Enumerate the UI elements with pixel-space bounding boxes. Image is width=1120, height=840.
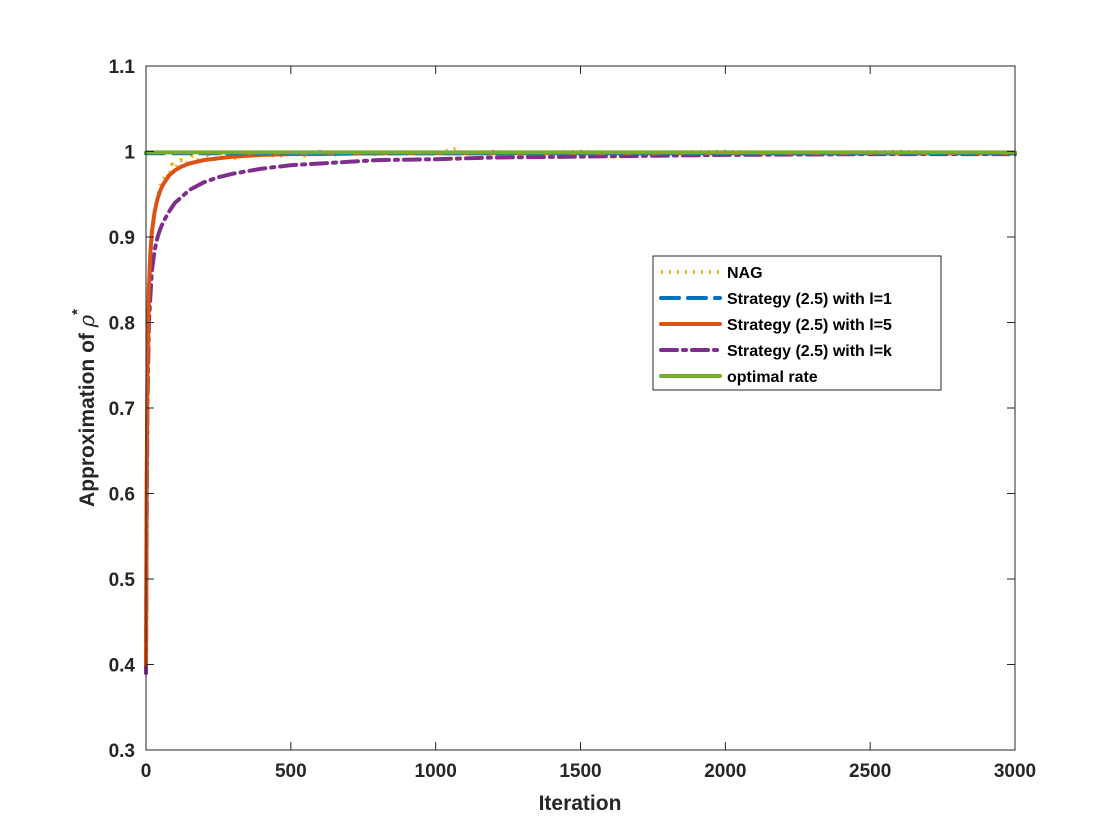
- y-tick-label: 0.5: [109, 570, 136, 591]
- ticks-layer: 0 500 1000 1500 2000 2500 3000 0.3 0.4 0.5 0.6 0.7 0…: [109, 57, 1037, 782]
- x-tick-label: 2000: [704, 761, 746, 782]
- x-tick-label: 0: [141, 761, 152, 782]
- y-tick-label: 0.8: [109, 314, 135, 335]
- y-tick-label: 0.9: [109, 228, 135, 249]
- y-tick-label: 1: [124, 143, 135, 164]
- y-tick-label: 0.7: [109, 399, 135, 420]
- y-tick-label: 1.1: [109, 57, 136, 78]
- legend-label: optimal rate: [727, 369, 818, 386]
- x-tick-label: 2500: [849, 761, 891, 782]
- y-axis-label-text: Approximation of: [76, 327, 99, 507]
- legend: NAG Strategy (2.5) with l=1 Strategy (2.5)…: [652, 255, 942, 391]
- legend-label: NAG: [727, 265, 763, 282]
- legend-label: Strategy (2.5) with l=k: [727, 343, 892, 360]
- y-axis-label-superscript: *: [69, 309, 86, 315]
- y-tick-label: 0.4: [109, 656, 136, 677]
- x-tick-label: 1000: [415, 761, 457, 782]
- legend-label: Strategy (2.5) with l=1: [727, 291, 892, 308]
- plot-area: [144, 65, 1017, 751]
- series-line-3: [144, 152, 1017, 675]
- x-tick-label: 1500: [559, 761, 601, 782]
- series-layer: [144, 146, 1017, 675]
- x-axis-label: Iteration: [539, 792, 622, 815]
- y-axis-label: Approximation of ρ*: [69, 309, 99, 507]
- y-tick-label: 0.3: [109, 741, 135, 762]
- x-tick-label: 500: [275, 761, 307, 782]
- y-axis-label-symbol: ρ: [75, 314, 99, 328]
- y-tick-label: 0.6: [109, 485, 135, 506]
- legend-label: Strategy (2.5) with l=5: [727, 317, 892, 334]
- axes-background: [146, 66, 1015, 750]
- x-tick-label: 3000: [994, 761, 1036, 782]
